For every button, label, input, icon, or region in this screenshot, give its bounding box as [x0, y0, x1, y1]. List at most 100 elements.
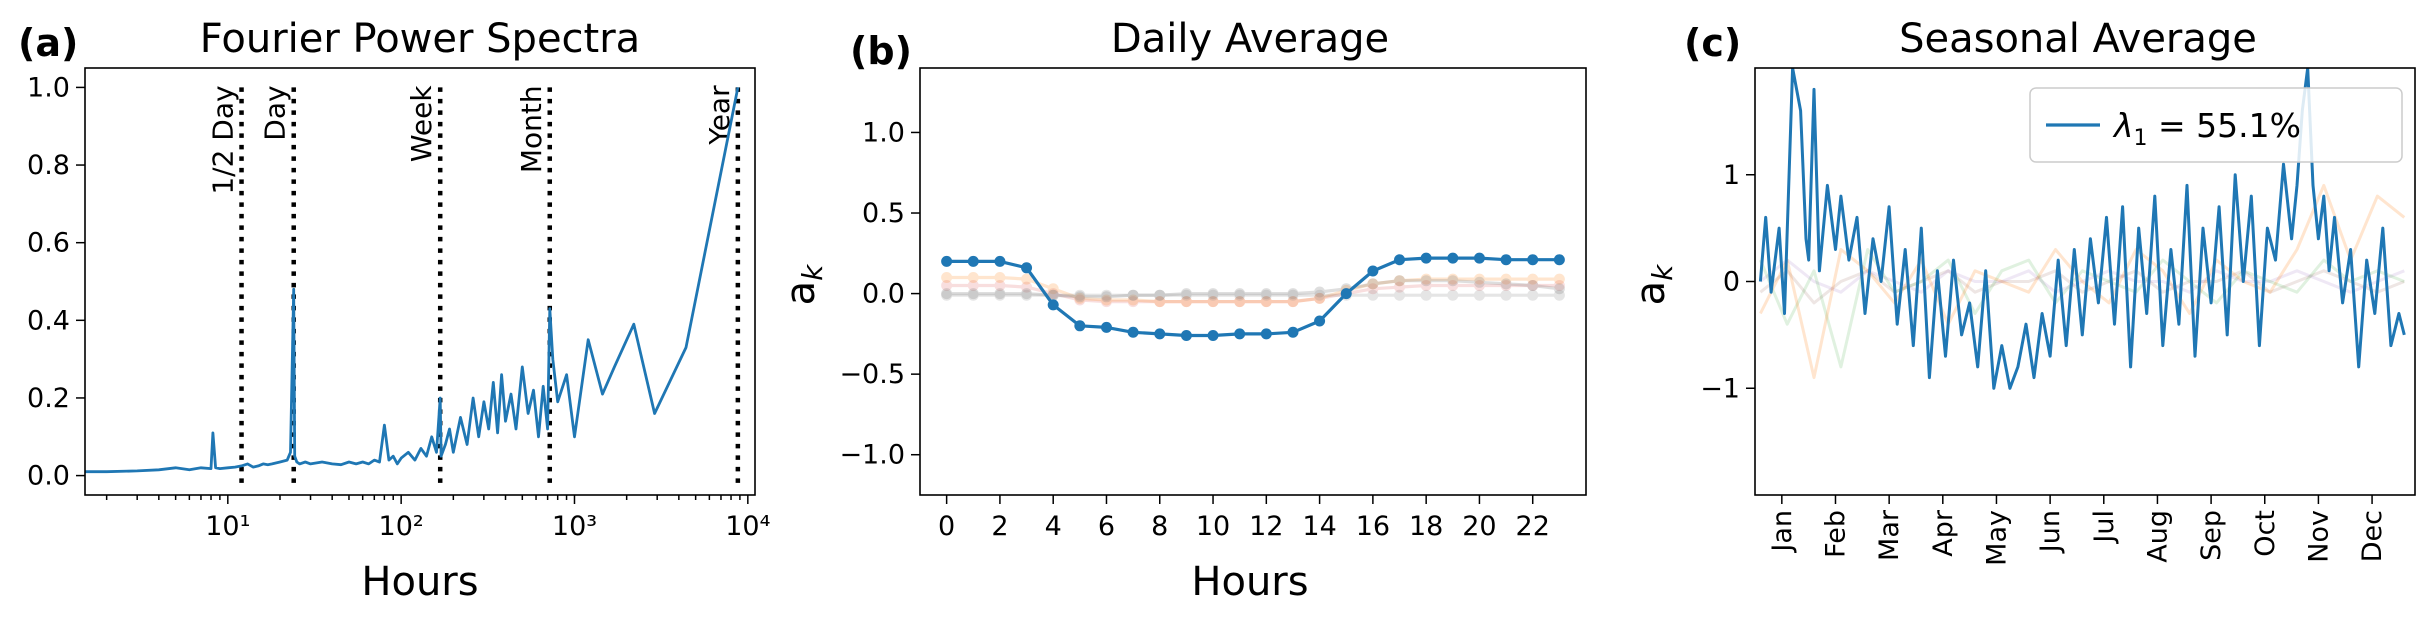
data-point	[1394, 254, 1406, 266]
x-tick-label: 18	[1409, 511, 1443, 542]
data-point	[1420, 275, 1432, 287]
data-point	[1367, 265, 1379, 277]
data-point	[1260, 289, 1272, 301]
data-point	[1074, 289, 1086, 301]
y-tick-label: 0.8	[27, 150, 70, 181]
data-point	[941, 271, 953, 283]
data-point	[1367, 283, 1379, 295]
y-tick-label: 0.0	[27, 461, 70, 492]
data-point	[967, 280, 979, 292]
data-point	[1074, 294, 1086, 306]
data-point	[1180, 289, 1192, 301]
panel-b-ylabel: ak	[778, 263, 829, 306]
panel-c-title: Seasonal Average	[1899, 16, 2257, 62]
data-point	[1527, 254, 1539, 266]
period-marker-label: Year	[703, 85, 736, 146]
data-point	[1260, 296, 1272, 308]
data-point	[1287, 296, 1299, 308]
data-point	[1021, 288, 1033, 300]
data-point	[1047, 288, 1059, 300]
data-point	[1260, 296, 1272, 308]
data-point	[1394, 275, 1406, 287]
data-point	[1553, 289, 1565, 301]
axes-frame	[919, 67, 1587, 496]
month-label: Jan	[1767, 510, 1798, 554]
x-tick-label: 12	[1249, 511, 1283, 542]
data-point	[994, 255, 1006, 267]
data-point	[1447, 273, 1459, 285]
y-tick-label: −1.0	[839, 440, 905, 471]
data-point	[1287, 289, 1299, 301]
data-point	[1180, 296, 1192, 308]
data-point	[967, 289, 979, 301]
data-point	[1473, 252, 1485, 264]
data-point	[1553, 283, 1565, 295]
data-point	[1234, 296, 1246, 308]
series-line	[1758, 68, 2406, 390]
x-tick-label: 10³	[552, 511, 597, 542]
data-point	[1420, 280, 1432, 292]
data-point	[1074, 320, 1086, 332]
panel-c-ylabel: ak	[1628, 263, 1679, 306]
data-point	[1180, 296, 1192, 308]
data-point	[1527, 280, 1539, 292]
axes-frame	[84, 67, 756, 496]
x-tick-label: 10²	[379, 511, 424, 542]
data-point	[1207, 289, 1219, 301]
panel-a-fourier-spectra: (a) Fourier Power Spectra Hours 10¹ 10² 10…	[18, 16, 770, 605]
data-point	[1127, 289, 1139, 301]
data-point	[1207, 296, 1219, 308]
data-point	[1314, 289, 1326, 301]
panel-a-xlabel: Hours	[361, 559, 478, 605]
data-point	[1527, 289, 1539, 301]
y-tick-label: 1.0	[27, 72, 70, 103]
data-point	[1047, 299, 1059, 311]
data-point	[1394, 289, 1406, 301]
panel-a-letter: (a)	[18, 21, 78, 65]
data-point	[1127, 296, 1139, 308]
month-label: Nov	[2303, 510, 2334, 563]
data-point	[1314, 286, 1326, 298]
month-label: May	[1981, 510, 2012, 566]
data-point	[967, 271, 979, 283]
data-point	[1100, 321, 1112, 333]
month-label: Jul	[2089, 510, 2120, 545]
data-point	[1500, 254, 1512, 266]
panel-b-letter: (b)	[850, 29, 912, 73]
series-line	[1759, 248, 2405, 369]
data-point	[1180, 329, 1192, 341]
data-point	[1127, 326, 1139, 338]
legend-label: λ1 = 55.1%	[2112, 106, 2301, 151]
data-point	[1314, 315, 1326, 327]
series-group	[941, 252, 1565, 341]
data-point	[1553, 254, 1565, 266]
x-tick-label: 4	[1045, 511, 1062, 542]
data-point	[1367, 278, 1379, 290]
data-point	[1287, 288, 1299, 300]
x-tick-label: 22	[1516, 511, 1550, 542]
series-line	[946, 279, 1560, 299]
panel-a-plot-area: 10¹ 10² 10³ 10⁴ 0.0 0.2 0.4 0.6 0.8 1.0 1/2 Day Day…	[27, 67, 770, 542]
panel-b-title: Daily Average	[1111, 16, 1389, 62]
data-point	[941, 288, 953, 300]
data-point	[1021, 273, 1033, 285]
month-label: Sep	[2196, 510, 2227, 561]
series-group	[941, 275, 1565, 303]
period-marker-label: Month	[515, 85, 548, 173]
series-line	[1759, 183, 2406, 380]
x-tick-label: 10	[1196, 511, 1230, 542]
data-point	[1127, 289, 1139, 301]
month-label: Oct	[2250, 510, 2281, 557]
data-point	[1234, 328, 1246, 340]
data-point	[994, 289, 1006, 301]
data-point	[1553, 280, 1565, 292]
panel-c-plot-area: −1 0 1 Jan Feb Mar Apr May Jun Jul Aug Sep Oct Nov Dec…	[1700, 67, 2416, 566]
data-point	[1100, 296, 1112, 308]
data-point	[1527, 280, 1539, 292]
data-point	[1500, 280, 1512, 292]
data-point	[1154, 296, 1166, 308]
series-group	[941, 289, 1565, 301]
data-point	[1180, 288, 1192, 300]
y-tick-label: 0.2	[27, 383, 70, 414]
